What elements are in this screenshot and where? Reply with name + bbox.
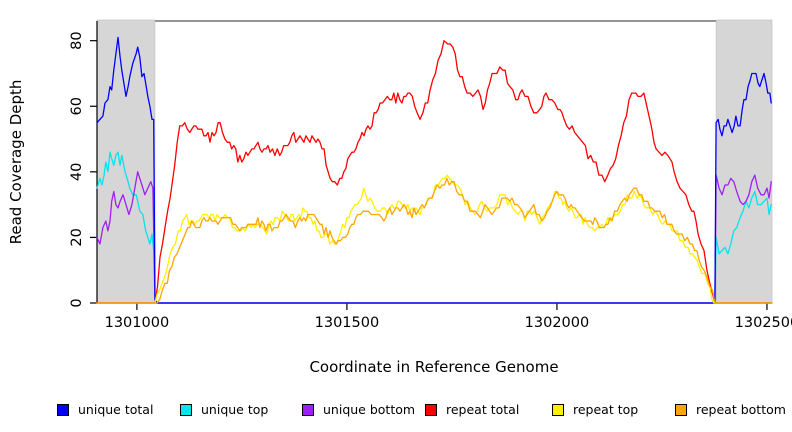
legend-swatch-repeat-bottom-icon	[675, 403, 687, 416]
legend-label: repeat bottom	[696, 402, 786, 417]
y-axis-title: Read Coverage Depth	[7, 79, 25, 245]
series-repeat-bottom	[96, 177, 773, 304]
x-tick-label: 1301000	[105, 315, 170, 331]
x-tick-label: 1302500	[735, 315, 792, 331]
y-tick-label: 40	[69, 163, 85, 181]
legend-label: repeat total	[446, 402, 520, 417]
y-tick-label: 0	[69, 298, 85, 307]
x-axis-title: Coordinate in Reference Genome	[309, 358, 559, 376]
legend-label: unique bottom	[323, 402, 416, 417]
legend-item-repeat-total: repeat total	[425, 402, 519, 417]
y-tick-label: 60	[69, 97, 85, 115]
legend-swatch-unique-total-icon	[57, 403, 69, 416]
legend-item-unique-bottom: unique bottom	[302, 402, 415, 417]
legend-label: unique top	[201, 402, 269, 417]
y-tick-label: 20	[69, 228, 85, 246]
legend-label: repeat top	[573, 402, 639, 417]
legend-swatch-repeat-total-icon	[425, 403, 437, 416]
legend-item-repeat-bottom: repeat bottom	[675, 402, 786, 417]
legend-swatch-unique-top-icon	[180, 403, 192, 416]
series-repeat-total	[96, 40, 773, 304]
legend-swatch-unique-bottom-icon	[302, 403, 314, 416]
series-unique-total	[96, 36, 772, 304]
legend-item-repeat-top: repeat top	[552, 402, 638, 417]
y-tick-label: 80	[69, 31, 85, 49]
legend-swatch-repeat-top-icon	[552, 403, 564, 416]
chart-legend: unique total unique top unique bottom re…	[0, 402, 792, 422]
x-tick-label: 1302000	[525, 315, 590, 331]
legend-item-unique-top: unique top	[180, 402, 268, 417]
legend-label: unique total	[78, 402, 154, 417]
legend-item-unique-total: unique total	[57, 402, 153, 417]
x-tick-label: 1301500	[315, 315, 380, 331]
shaded-region	[715, 19, 773, 304]
series-repeat-top	[96, 174, 773, 304]
